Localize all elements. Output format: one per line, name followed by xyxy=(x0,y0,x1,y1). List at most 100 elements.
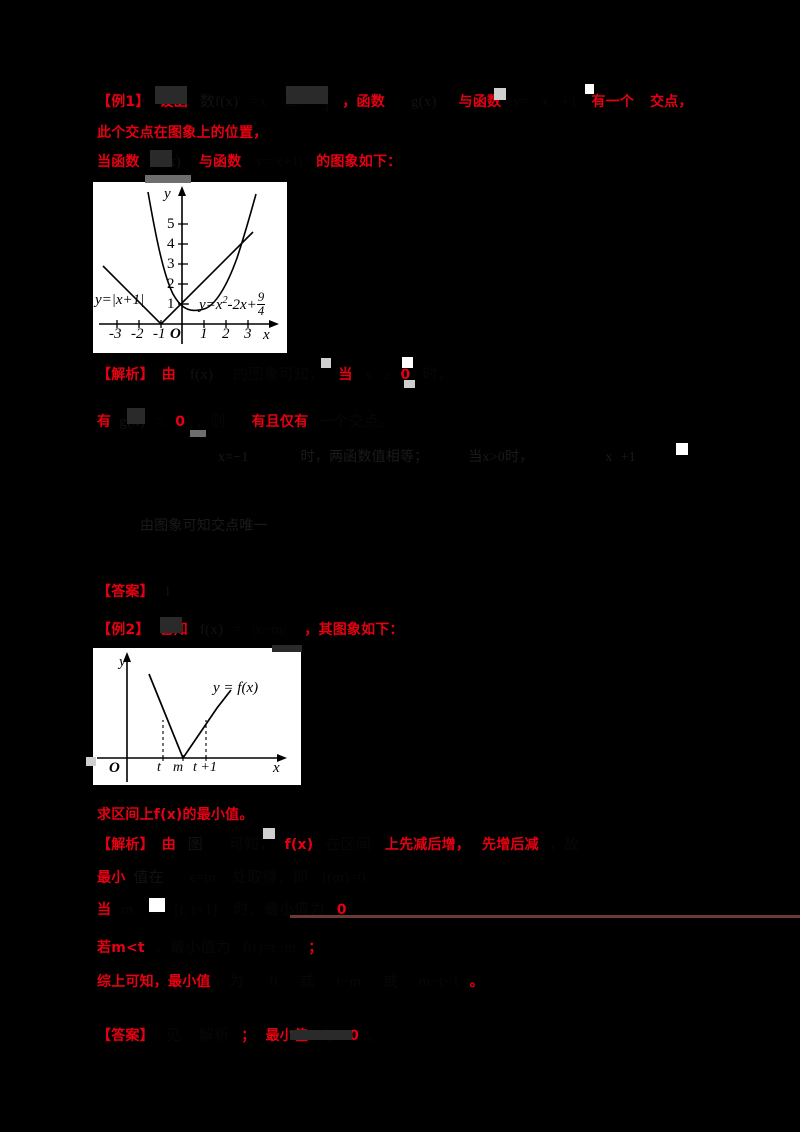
conclusion-or-2: 或 xyxy=(383,974,399,990)
example-1-x: x xyxy=(541,94,550,111)
example-1-plus1: +1 xyxy=(561,94,578,111)
analysis-1-line-4: 由图象可知交点唯一 xyxy=(140,516,268,537)
redaction-block xyxy=(190,430,206,437)
fig1-ytick-1: 1 xyxy=(167,296,175,312)
example-1-intersect: 交点， xyxy=(650,94,693,111)
analysis-1-onlyone: 有且仅有 xyxy=(251,414,309,430)
example-2-figure-note: ，其图象如下： xyxy=(304,622,404,638)
fig1-y-axis-label: y xyxy=(164,186,171,202)
fig1-xtick-2: 2 xyxy=(222,326,230,342)
analysis-1-then2: ，则 xyxy=(195,414,226,430)
analysis-2-if-m-lt-t: 若m<t xyxy=(97,940,145,956)
fig2-x-axis-label: x xyxy=(273,760,280,776)
analysis-1-zero2: 0 xyxy=(175,414,186,430)
line3-when-fn: 当函数 xyxy=(97,154,140,170)
analysis-1-line-1: 【解析】 由 f(x) 的图象可知， 当 x ≥ 0 时， xyxy=(97,365,453,385)
example-2-question: 求区间上f(x)的最小值。 xyxy=(97,805,254,825)
analysis-2-interval: 在区间 xyxy=(325,837,371,853)
fig2-tick-t-plus-1: t +1 xyxy=(193,760,217,775)
example-2-fx: f(x) xyxy=(199,622,224,638)
analysis-1-equal-values: 时，两函数值相等； xyxy=(300,450,429,465)
answer-1-value: 1 xyxy=(163,584,172,600)
redaction-block xyxy=(160,617,182,633)
analysis-2-min: 最小 xyxy=(97,870,126,886)
analysis-2-minis: 时，最小值为 xyxy=(233,902,325,918)
fig1-x-axis-label: x xyxy=(263,327,270,343)
conclusion-m-minus-t: m−t−1 xyxy=(418,974,460,990)
highlight-block xyxy=(86,757,96,766)
horizontal-rule-artifact xyxy=(290,915,800,918)
figure-parabola-absolute-value: -3 -2 -1 1 2 3 1 2 3 4 5 O x y y=|x+1| y… xyxy=(93,182,287,353)
fig2-curve-label: y = f(x) xyxy=(213,680,259,696)
fig1-xtick--3: -3 xyxy=(109,326,122,342)
analysis-2-obtained: 处取得，即 xyxy=(231,870,308,886)
analysis-1-plus1: +1 xyxy=(620,450,636,465)
example-1-fx: 数f(x) xyxy=(199,94,239,111)
analysis-1-zero: 0 xyxy=(400,367,411,383)
fig2-y-axis-label: y xyxy=(119,654,126,670)
line3-abs-expr: y=|x+1| xyxy=(255,154,303,170)
analysis-2-at: 值在 xyxy=(133,870,164,886)
fig1-ytick-5: 5 xyxy=(167,216,175,232)
fig1-xtick--1: -1 xyxy=(153,326,166,342)
conclusion-or-1: 或 xyxy=(299,974,315,990)
answer-1-row: 【答案】 1 xyxy=(97,582,171,602)
analysis-1-x: x xyxy=(364,367,373,383)
analysis-2-semicolon: ； xyxy=(308,940,323,956)
redaction-block xyxy=(150,150,172,167)
redaction-block xyxy=(145,175,191,183)
figure-2-svg xyxy=(97,652,287,782)
highlight-block xyxy=(494,88,506,100)
redaction-block xyxy=(155,86,187,104)
example-2-eq: = xyxy=(233,622,242,638)
conclusion-zero: 0 xyxy=(269,974,278,990)
answer-1-tag: 【答案】 xyxy=(97,584,154,600)
fig2-tick-t: t xyxy=(157,760,161,775)
analysis-2-known: 可知， xyxy=(229,837,275,853)
analysis-1-x-eq-neg1: x=−1 xyxy=(218,450,249,465)
answer-2-tag: 【答案】 xyxy=(97,1028,154,1044)
example-2-heading-row: 【例2】 已知 f(x) = |x−m| ，其图象如下： xyxy=(97,620,404,640)
answer-2-analysis: 解析 xyxy=(198,1028,230,1044)
analysis-2-line-1: 【解析】 由 图 可知， f(x) 在区间 上先减后增， 先增后减 ，故 xyxy=(97,835,579,855)
analysis-2-fig: 图 xyxy=(187,837,204,853)
analysis-2-x-eq-m: x=m xyxy=(187,870,216,886)
example-2-expr: |x−m| xyxy=(251,622,287,638)
analysis-1-line-3: x=−1 时，两函数值相等； 当x>0时， x +1 xyxy=(218,447,636,468)
example-1-eq-a: =x xyxy=(250,94,267,111)
answer-2-zero: 0 xyxy=(349,1028,360,1044)
answer-2-see: 见 xyxy=(165,1028,181,1044)
figure-1-svg xyxy=(99,186,279,344)
example-2-q-lead: 求区间上f(x)的最小值。 xyxy=(97,807,254,823)
figure-v-shaped-function: y x O t m t +1 y = f(x) xyxy=(93,648,301,785)
analysis-1-tag: 【解析】 xyxy=(97,367,154,383)
example-1-tag: 【例1】 xyxy=(97,94,150,111)
example-1-mid-red: ，函数 xyxy=(342,94,385,111)
fig1-ytick-3: 3 xyxy=(167,256,175,272)
redaction-block xyxy=(272,645,302,652)
redaction-block xyxy=(127,408,145,424)
analysis-2-range: [t, t+1] xyxy=(174,902,218,918)
fig1-xtick--2: -2 xyxy=(131,326,144,342)
analysis-2-inc-dec: 先增后减 xyxy=(482,837,539,853)
highlight-block xyxy=(321,358,331,368)
line3-figure-note: 的图象如下： xyxy=(316,154,402,170)
conclusion-tag: 综上可知，最小值 xyxy=(97,974,211,990)
analysis-2-by: 由 xyxy=(161,837,176,853)
example-1-y-eq: y= xyxy=(513,94,530,111)
analysis-2-when: 当 xyxy=(97,902,112,918)
conclusion-period: 。 xyxy=(469,974,484,990)
analysis-2-line-4: 若m<t ，最小值为 f(t)=t−m ； xyxy=(97,938,322,958)
analysis-1-then: 时， xyxy=(422,367,453,383)
analysis-2-tag: 【解析】 xyxy=(97,837,154,853)
analysis-1-have: 有 xyxy=(97,414,112,430)
analysis-1-x2: x xyxy=(605,450,613,465)
analysis-2-zero: 0 xyxy=(336,902,347,918)
conclusion-row: 综上可知，最小值 为 0 或 t−m 或 m−t−1 。 xyxy=(97,972,484,992)
example-1-line-3: 当函数 f(x) 与函数 y=|x+1| 的图象如下： xyxy=(97,152,401,172)
highlight-block xyxy=(404,380,415,388)
answer-2-period: 。 xyxy=(367,1028,383,1044)
analysis-2-fm-zero: f(m)=0 xyxy=(321,870,366,886)
analysis-2-m: m xyxy=(121,902,134,918)
